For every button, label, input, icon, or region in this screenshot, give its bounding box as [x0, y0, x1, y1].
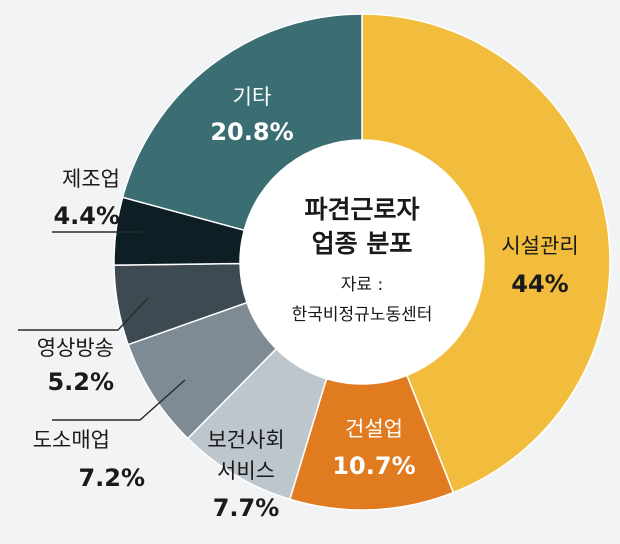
leader-lines	[18, 231, 186, 421]
slice-label-manufacturing: 제조업	[62, 167, 120, 191]
slice-label-construction: 건설업	[345, 417, 403, 441]
donut-hole	[240, 140, 484, 384]
slice-label-health-line2: 서비스	[217, 459, 275, 483]
center-source-label: 자료 :	[341, 275, 383, 295]
leader-line-retail	[52, 379, 186, 421]
slice-label-retail: 도소매업	[33, 428, 110, 452]
slice-value-health: 7.7%	[213, 494, 280, 522]
center-title-line2: 업종 분포	[312, 229, 413, 258]
slice-value-retail: 7.2%	[78, 464, 145, 492]
slice-value-manufacturing: 4.4%	[53, 202, 120, 230]
slice-label-other: 기타	[233, 85, 272, 109]
slice-value-facility: 44%	[511, 270, 568, 298]
slice-value-broadcast: 5.2%	[47, 368, 114, 396]
slice-label-health-line1: 보건사회	[207, 428, 284, 452]
leader-line-broadcast	[18, 297, 149, 331]
donut-slices	[113, 13, 611, 511]
slice-value-other: 20.8%	[210, 118, 293, 146]
slice-facility	[361, 13, 611, 494]
center-source-name: 한국비정규노동센터	[292, 305, 433, 325]
slice-label-broadcast: 영상방송	[37, 336, 114, 360]
slice-label-facility: 시설관리	[501, 234, 578, 258]
slice-value-construction: 10.7%	[332, 452, 415, 480]
center-title-line1: 파견근로자	[304, 195, 419, 224]
